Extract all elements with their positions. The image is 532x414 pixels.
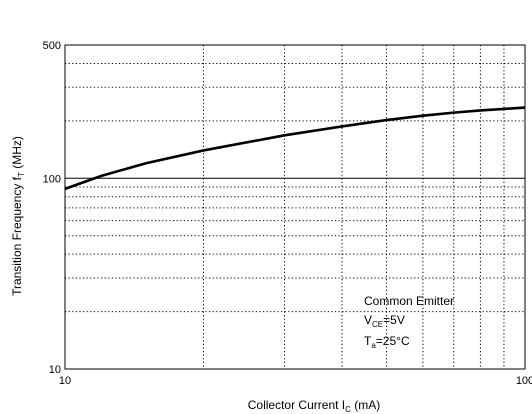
y-tick-label: 10 bbox=[49, 364, 61, 376]
x-tick-labels: 10 100 bbox=[59, 375, 532, 387]
y-tick-label: 500 bbox=[43, 40, 61, 52]
annotation-vce: VCE=5V bbox=[364, 313, 405, 329]
x-axis-label: Collector Current IC (mA) bbox=[248, 398, 380, 414]
annotation-ta: Ta=25°C bbox=[364, 334, 410, 350]
x-tick-label: 100 bbox=[516, 375, 532, 387]
y-axis-label: Transition Frequency fT (MHz) bbox=[10, 136, 26, 296]
y-axis-label-unit: (MHz) bbox=[10, 136, 24, 172]
y-axis-label-main: Transition Frequency f bbox=[10, 176, 24, 296]
plot-frame bbox=[64, 44, 526, 370]
y-tick-labels: 10 100 500 bbox=[43, 40, 61, 376]
y-tick-label: 100 bbox=[43, 173, 61, 185]
y-axis-label-sub: T bbox=[17, 172, 26, 177]
x-tick-label: 10 bbox=[59, 375, 71, 387]
x-axis-label-main: Collector Current I bbox=[248, 398, 345, 412]
annotation-common-emitter: Common Emitter bbox=[364, 294, 454, 308]
series-line bbox=[64, 106, 526, 191]
x-axis-label-unit: (mA) bbox=[351, 398, 380, 412]
x-axis-label-sub: C bbox=[345, 405, 351, 414]
grid-lines bbox=[65, 45, 525, 369]
